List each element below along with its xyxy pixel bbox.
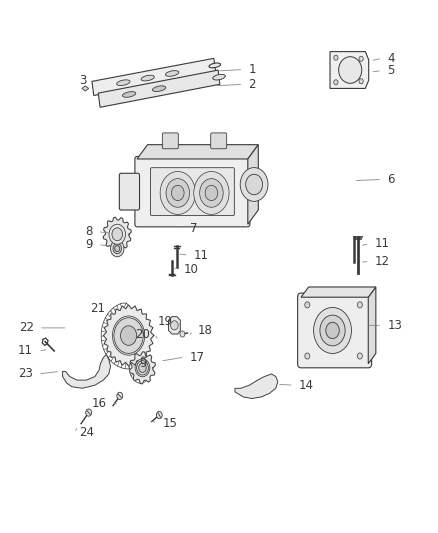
Text: 4: 4 xyxy=(387,52,395,64)
Circle shape xyxy=(305,353,310,359)
Circle shape xyxy=(305,302,310,308)
FancyBboxPatch shape xyxy=(135,157,250,227)
Text: 9: 9 xyxy=(139,357,147,370)
Ellipse shape xyxy=(209,63,221,68)
Text: 11: 11 xyxy=(374,237,389,250)
Text: 5: 5 xyxy=(387,64,395,77)
Circle shape xyxy=(314,308,351,353)
Text: 3: 3 xyxy=(79,74,87,87)
Circle shape xyxy=(86,409,92,416)
Polygon shape xyxy=(63,354,110,388)
Circle shape xyxy=(320,315,345,346)
Circle shape xyxy=(120,326,137,345)
Polygon shape xyxy=(169,317,180,334)
Polygon shape xyxy=(82,86,88,91)
Text: 1: 1 xyxy=(248,63,256,76)
Text: 2: 2 xyxy=(248,78,256,91)
Text: 19: 19 xyxy=(158,315,173,328)
Circle shape xyxy=(326,322,339,338)
Text: 11: 11 xyxy=(194,249,209,262)
Circle shape xyxy=(171,321,178,330)
Circle shape xyxy=(112,228,123,241)
Circle shape xyxy=(138,362,147,374)
Circle shape xyxy=(115,246,120,252)
Circle shape xyxy=(334,80,338,85)
Circle shape xyxy=(113,244,121,254)
Circle shape xyxy=(139,363,146,373)
Circle shape xyxy=(180,331,185,337)
Circle shape xyxy=(359,56,363,61)
Circle shape xyxy=(359,79,363,84)
Text: 8: 8 xyxy=(85,225,93,238)
Text: 12: 12 xyxy=(374,255,389,268)
Polygon shape xyxy=(235,374,278,399)
Text: 11: 11 xyxy=(18,344,33,358)
Polygon shape xyxy=(330,52,369,88)
Ellipse shape xyxy=(166,71,179,76)
Circle shape xyxy=(194,172,229,214)
Circle shape xyxy=(156,411,162,418)
Text: 22: 22 xyxy=(19,321,34,334)
Text: 21: 21 xyxy=(91,302,106,315)
Circle shape xyxy=(200,179,223,207)
Circle shape xyxy=(334,55,338,60)
Circle shape xyxy=(114,318,143,353)
Polygon shape xyxy=(301,287,376,297)
Text: 9: 9 xyxy=(85,238,93,251)
Circle shape xyxy=(205,185,218,200)
Ellipse shape xyxy=(117,80,130,85)
Text: 13: 13 xyxy=(387,319,402,332)
Circle shape xyxy=(357,353,362,359)
Text: 15: 15 xyxy=(162,417,177,430)
Circle shape xyxy=(172,185,184,200)
Circle shape xyxy=(110,240,124,257)
Polygon shape xyxy=(130,352,155,384)
Text: 17: 17 xyxy=(190,351,205,364)
Text: 23: 23 xyxy=(18,367,33,381)
Text: 18: 18 xyxy=(198,324,213,337)
FancyBboxPatch shape xyxy=(151,168,234,215)
Text: 6: 6 xyxy=(387,173,395,186)
FancyBboxPatch shape xyxy=(119,173,140,210)
Text: 24: 24 xyxy=(79,426,95,439)
Ellipse shape xyxy=(123,92,136,98)
Polygon shape xyxy=(98,70,220,107)
Circle shape xyxy=(117,392,123,399)
Text: 20: 20 xyxy=(135,328,150,341)
Circle shape xyxy=(137,361,148,375)
Ellipse shape xyxy=(213,75,225,80)
Circle shape xyxy=(135,359,150,377)
Polygon shape xyxy=(248,144,258,224)
Circle shape xyxy=(240,167,268,201)
Polygon shape xyxy=(103,217,131,252)
Polygon shape xyxy=(137,144,258,159)
Circle shape xyxy=(109,224,125,244)
Polygon shape xyxy=(368,287,376,364)
Polygon shape xyxy=(92,58,215,95)
Text: 16: 16 xyxy=(91,397,106,410)
FancyBboxPatch shape xyxy=(162,133,178,149)
Circle shape xyxy=(166,179,190,207)
Ellipse shape xyxy=(141,75,154,81)
Ellipse shape xyxy=(339,56,362,83)
Circle shape xyxy=(160,172,195,214)
Ellipse shape xyxy=(152,86,166,92)
Circle shape xyxy=(113,316,145,355)
FancyBboxPatch shape xyxy=(298,293,371,368)
Text: 7: 7 xyxy=(190,222,197,235)
Polygon shape xyxy=(103,305,154,366)
Circle shape xyxy=(357,302,362,308)
Text: 14: 14 xyxy=(299,379,314,392)
Text: 10: 10 xyxy=(183,263,198,276)
FancyBboxPatch shape xyxy=(211,133,227,149)
Circle shape xyxy=(246,174,262,195)
Ellipse shape xyxy=(213,75,225,79)
